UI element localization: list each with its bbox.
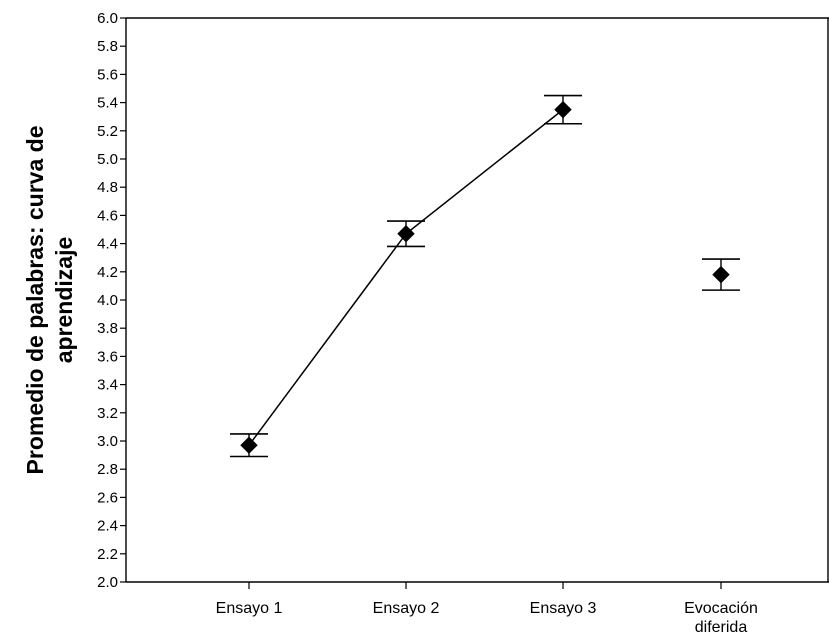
y-tick-label: 4.4: [97, 236, 118, 253]
y-tick-label: 5.8: [97, 38, 118, 55]
y-tick-label: 2.4: [97, 518, 118, 535]
y-tick-label: 2.6: [97, 489, 118, 506]
y-tick-label: 2.8: [97, 461, 118, 478]
series-line: [248, 109, 564, 446]
y-tick-label: 3.2: [97, 405, 118, 422]
y-tick-label: 3.8: [97, 320, 118, 337]
y-tick-label: 3.6: [97, 348, 118, 365]
data-point-marker: [397, 225, 415, 243]
data-point-marker: [240, 436, 258, 454]
y-tick-label: 5.4: [97, 95, 118, 112]
y-tick-label: 4.0: [97, 292, 118, 309]
y-tick-label: 5.2: [97, 123, 118, 140]
y-tick-label: 4.6: [97, 207, 118, 224]
data-point-marker: [712, 265, 730, 284]
y-axis-label: Promedio de palabras: curva de: [22, 126, 48, 475]
y-tick-label: 4.2: [97, 264, 118, 281]
y-tick-label: 3.0: [97, 433, 118, 450]
x-category-label: Ensayo 2: [373, 600, 440, 617]
x-category-label: diferida: [695, 619, 748, 636]
y-tick-label: 3.4: [97, 377, 118, 394]
y-tick-label: 5.0: [97, 151, 118, 168]
y-tick-label: 6.0: [97, 10, 118, 27]
data-point-marker: [554, 100, 572, 119]
y-tick-label: 4.8: [97, 179, 118, 196]
x-category-label: Evocación: [684, 600, 758, 617]
x-category-label: Ensayo 3: [530, 600, 597, 617]
y-tick-label: 5.6: [97, 66, 118, 83]
y-axis-label: aprendizaje: [51, 237, 77, 364]
y-tick-label: 2.2: [97, 546, 118, 563]
y-tick-label: 2.0: [97, 574, 118, 591]
x-category-label: Ensayo 1: [216, 600, 283, 617]
